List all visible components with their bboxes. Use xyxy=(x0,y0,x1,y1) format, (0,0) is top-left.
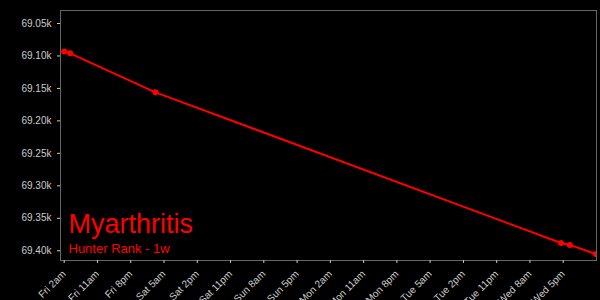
svg-text:69.30k: 69.30k xyxy=(21,180,52,191)
svg-text:Myarthritis: Myarthritis xyxy=(69,209,194,239)
svg-text:69.25k: 69.25k xyxy=(21,148,52,159)
svg-text:Wed 5pm: Wed 5pm xyxy=(529,268,567,300)
svg-text:Sat 11pm: Sat 11pm xyxy=(197,268,235,300)
svg-text:Tue 2pm: Tue 2pm xyxy=(432,268,467,300)
svg-text:Fri 8pm: Fri 8pm xyxy=(103,268,135,300)
svg-text:Hunter Rank - 1w: Hunter Rank - 1w xyxy=(69,241,171,256)
svg-text:69.05k: 69.05k xyxy=(21,18,52,29)
svg-text:69.35k: 69.35k xyxy=(21,212,52,223)
svg-text:Mon 8pm: Mon 8pm xyxy=(363,268,400,300)
svg-text:69.20k: 69.20k xyxy=(21,115,52,126)
svg-text:69.10k: 69.10k xyxy=(21,50,52,61)
svg-text:Tue 5am: Tue 5am xyxy=(398,268,433,300)
svg-text:Mon 11am: Mon 11am xyxy=(327,268,368,300)
svg-text:Sat 2pm: Sat 2pm xyxy=(167,268,201,300)
svg-text:Tue 11pm: Tue 11pm xyxy=(462,268,501,300)
svg-text:Wed 8am: Wed 8am xyxy=(496,268,534,300)
svg-text:Mon 2am: Mon 2am xyxy=(297,268,334,300)
svg-text:Fri 11am: Fri 11am xyxy=(66,268,101,300)
svg-text:Fri 2am: Fri 2am xyxy=(36,268,68,300)
svg-text:Sun 5pm: Sun 5pm xyxy=(265,268,301,300)
svg-text:Sat 5am: Sat 5am xyxy=(134,268,168,300)
svg-text:69.40k: 69.40k xyxy=(21,245,52,256)
svg-text:Sun 8am: Sun 8am xyxy=(231,268,267,300)
svg-text:69.15k: 69.15k xyxy=(21,83,52,94)
